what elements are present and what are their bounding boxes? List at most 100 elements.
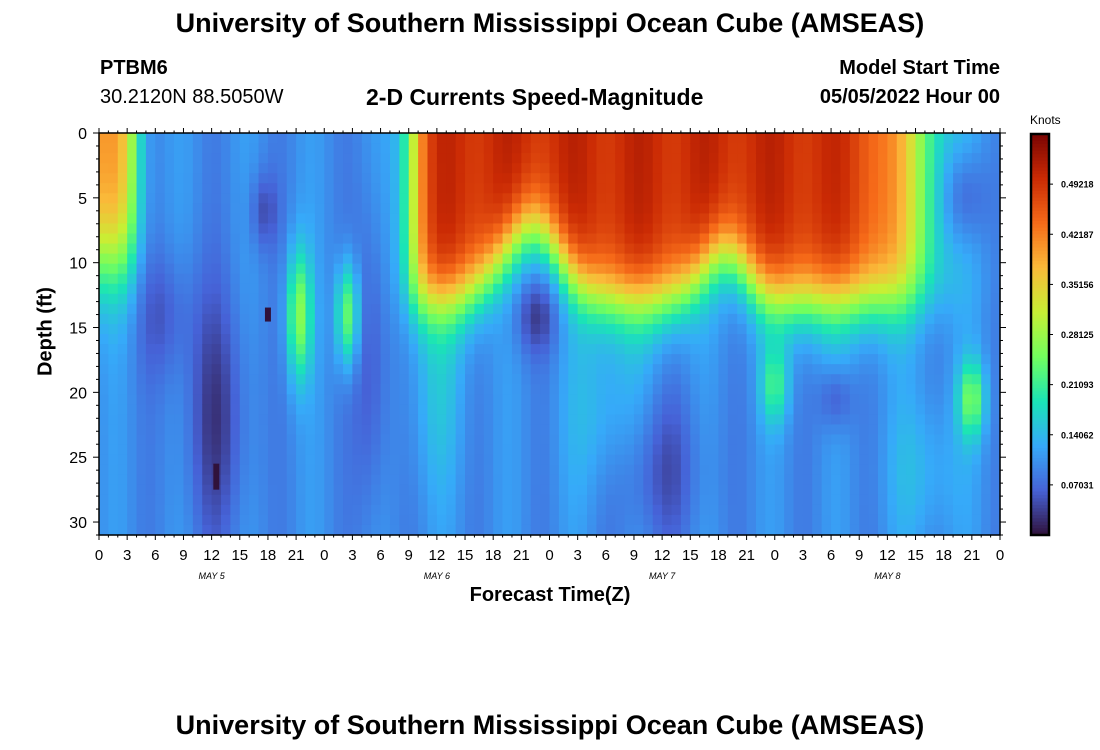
heat-cell	[709, 293, 720, 305]
heat-cell	[380, 464, 391, 476]
heat-cell	[662, 354, 673, 365]
heat-cell	[915, 243, 926, 255]
heat-cell	[286, 143, 297, 154]
heat-cell	[915, 494, 926, 506]
heat-cell	[924, 474, 935, 486]
heat-cell	[877, 243, 888, 255]
heat-cell	[164, 504, 175, 516]
heat-cell	[896, 454, 907, 466]
heat-cell	[877, 323, 888, 335]
heat-cell	[690, 434, 701, 446]
heat-cell	[605, 334, 616, 345]
heat-cell	[802, 213, 813, 225]
heat-cell	[934, 334, 945, 345]
colorbar-swatch	[1031, 438, 1049, 443]
heat-cell	[887, 293, 898, 305]
heat-cell	[296, 183, 307, 194]
heat-cell	[436, 504, 447, 516]
heat-cell	[99, 323, 109, 335]
heat-cell	[662, 163, 673, 174]
heat-cell	[192, 313, 203, 325]
heat-cell	[633, 183, 644, 194]
heat-cell	[446, 484, 457, 496]
heat-cell	[821, 133, 832, 144]
heat-cell	[474, 133, 485, 144]
x-tick-label: 15	[231, 547, 248, 564]
heat-cell	[690, 203, 701, 214]
heat-cell	[324, 464, 335, 476]
heat-cell	[680, 223, 691, 235]
heat-cell	[389, 323, 400, 335]
heat-cell	[962, 344, 973, 355]
heat-cell	[774, 474, 785, 486]
heat-cell	[906, 504, 917, 516]
heat-cell	[577, 183, 588, 194]
heat-cell	[117, 344, 128, 355]
heat-cell	[755, 323, 766, 335]
heat-cell	[662, 504, 673, 516]
heat-cell	[239, 213, 250, 225]
heat-cell	[587, 504, 598, 516]
heat-cell	[774, 243, 785, 255]
heat-cell	[221, 313, 231, 325]
heat-cell	[633, 233, 644, 245]
heat-cell	[680, 354, 691, 365]
heat-cell	[361, 434, 372, 446]
colorbar-swatch	[1031, 197, 1049, 202]
heat-cell	[202, 143, 213, 154]
heat-cell	[840, 524, 851, 536]
heat-cell	[549, 263, 560, 275]
heat-cell	[934, 474, 945, 486]
heat-cell	[934, 163, 945, 174]
heat-cell	[136, 504, 147, 516]
heat-cell	[680, 374, 691, 385]
heat-cell	[277, 484, 288, 496]
heat-cell	[662, 344, 673, 355]
colorbar-swatch	[1031, 531, 1049, 536]
heat-cell	[924, 263, 935, 275]
heat-cell	[859, 213, 870, 225]
heat-cell	[521, 354, 532, 365]
colorbar-swatch	[1031, 154, 1049, 158]
heat-cell	[389, 313, 400, 325]
heat-cell	[502, 183, 513, 194]
heat-cell	[343, 243, 354, 255]
heat-cell	[511, 143, 522, 154]
heat-cell	[136, 183, 147, 194]
heat-cell	[389, 454, 400, 466]
heat-cell	[793, 313, 804, 325]
heat-cell	[896, 193, 907, 204]
heat-cell	[127, 153, 138, 164]
heat-cell	[305, 203, 316, 214]
heat-cell	[802, 444, 813, 456]
heat-cell	[990, 364, 1001, 375]
heat-cell	[145, 524, 156, 536]
heat-cell	[727, 454, 738, 466]
heat-cell	[709, 193, 720, 204]
heat-cell	[859, 323, 870, 335]
heat-cell	[624, 193, 635, 204]
heat-cell	[587, 494, 598, 506]
heat-cell	[549, 464, 560, 476]
heat-cell	[990, 183, 1001, 194]
heat-cell	[502, 163, 513, 174]
heat-cell	[408, 283, 419, 295]
heat-cell	[521, 504, 532, 516]
heat-cell	[474, 263, 485, 275]
heat-cell	[643, 484, 654, 496]
heat-cell	[399, 504, 410, 516]
heat-cell	[474, 344, 485, 355]
heat-cell	[990, 213, 1001, 225]
heat-cell	[408, 374, 419, 385]
heat-cell	[971, 334, 982, 345]
heat-cell	[868, 494, 879, 506]
heat-cell	[812, 344, 823, 355]
heat-cell	[568, 354, 579, 365]
heat-cell	[99, 273, 109, 285]
heat-cell	[549, 484, 560, 496]
heat-cell	[934, 273, 945, 285]
heat-cell	[868, 434, 879, 446]
heat-cell	[849, 374, 860, 385]
heat-cell	[436, 524, 447, 536]
heat-cell	[812, 394, 823, 405]
